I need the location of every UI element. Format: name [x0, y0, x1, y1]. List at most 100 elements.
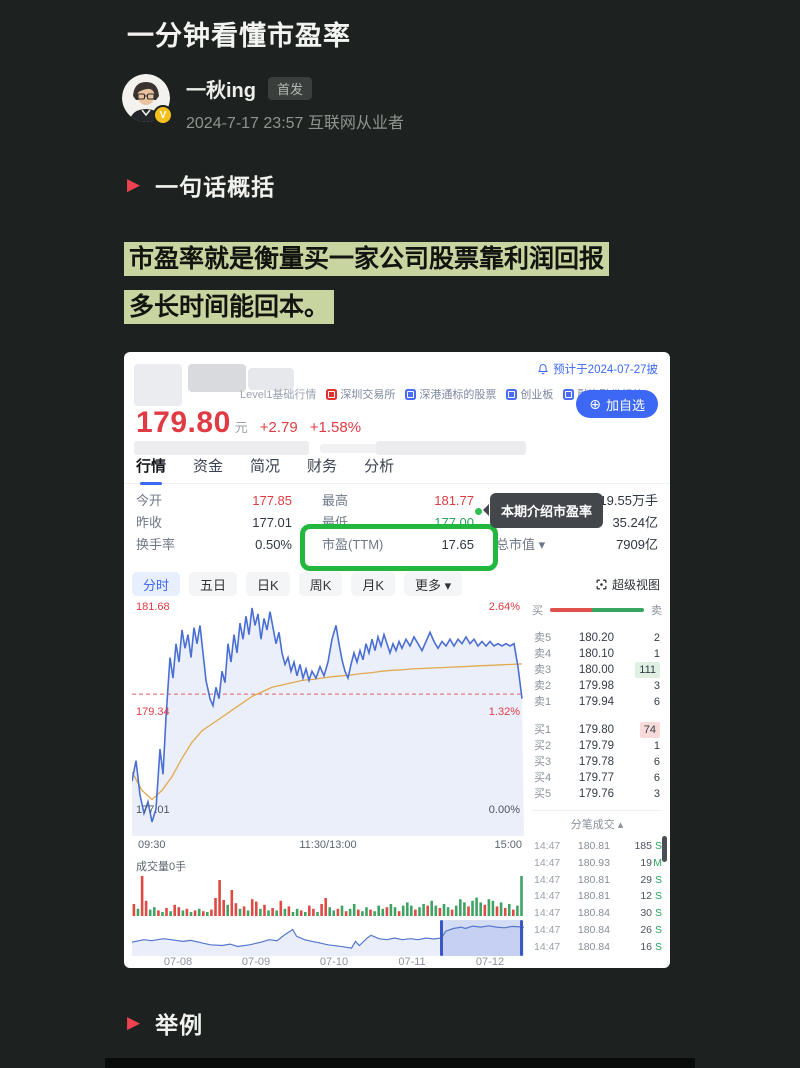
order-book-row[interactable]: 买3 179.78 6 [532, 754, 662, 770]
order-book-row[interactable]: 卖2 179.98 3 [532, 678, 662, 694]
author-meta: 2024-7-17 23:57 互联网从业者 [186, 115, 404, 132]
pe-tooltip: 本期介绍市盈率 [482, 493, 604, 528]
tick-row: 14:47 180.81 29 S [532, 872, 662, 888]
highlight-summary: 市盈率就是衡量买一家公司股票靠利润回报 多长时间能回本。 [124, 237, 684, 333]
disclosure-notice[interactable]: 预计于2024-07-27披 [537, 361, 658, 377]
order-qty: 1 [653, 648, 660, 660]
chart-tab-周K[interactable]: 周K [298, 572, 343, 596]
order-qty: 1 [653, 740, 660, 752]
stat-cell: 昨收 [136, 515, 163, 530]
chart-tab-更多[interactable]: 更多 ▾ [404, 572, 463, 596]
order-book-row[interactable]: 买5 179.76 3 [532, 786, 662, 802]
range-handle[interactable] [520, 920, 523, 956]
tick-row: 14:47 180.84 16 S [532, 939, 662, 955]
market-tag-label: 深圳交易所 [340, 389, 396, 401]
order-book-row[interactable]: 卖5 180.20 2 [532, 630, 662, 646]
tab-资金[interactable]: 资金 [193, 458, 224, 475]
market-tag: 深港通标的股票 [405, 386, 496, 402]
volume-pane[interactable] [132, 874, 524, 916]
highlight-line: 市盈率就是衡量买一家公司股票靠利润回报 [124, 242, 610, 276]
order-qty: 3 [653, 680, 660, 692]
current-price: 179.80 [136, 406, 231, 439]
tick-side: S [654, 873, 662, 886]
section-triangle-icon: ▶ [127, 1013, 141, 1032]
order-book-row[interactable]: 卖4 180.10 1 [532, 646, 662, 662]
order-book-row[interactable]: 卖3 180.00 111 [532, 662, 662, 678]
market-tag-label: 深港通标的股票 [419, 389, 497, 401]
order-level-label: 买1 [534, 724, 552, 736]
order-level-label: 卖5 [534, 632, 552, 644]
tick-qty: 16 [640, 940, 652, 953]
exchange-tag-icon [506, 388, 518, 400]
tick-list-header[interactable]: 分笔成交 ▴ [570, 819, 624, 831]
exchange-tag-icon [326, 388, 338, 400]
date-range-mini-chart[interactable] [131, 920, 525, 956]
date-axis: 07-08 07-09 07-10 07-11 07-12 [132, 956, 524, 970]
quote-level-label: Level1基础行情 [240, 389, 317, 401]
market-tag: 深圳交易所 [326, 386, 395, 402]
tick-row: 14:47 180.84 26 S [532, 922, 662, 938]
author-name[interactable]: 一秋ing [186, 80, 256, 102]
order-price: 179.78 [578, 756, 614, 768]
tick-row: 14:47 180.84 30 S [532, 905, 662, 921]
order-level-label: 买3 [534, 756, 552, 768]
order-qty: 2 [653, 632, 660, 644]
stat-cell: 177.85 [252, 493, 292, 508]
blurred-subinfo [134, 441, 309, 455]
tick-side: S [654, 924, 662, 936]
exchange-tag-icon [405, 388, 417, 400]
intraday-chart[interactable]: 181.68 2.64% 179.34 1.32% 177.01 0.00% [131, 600, 524, 836]
bell-icon [538, 363, 549, 375]
blurred-stock-name [248, 368, 294, 390]
tab-简况[interactable]: 简况 [250, 458, 281, 475]
tick-row: 14:47 180.81 185 S [532, 838, 662, 854]
tooltip-dot-icon [475, 508, 482, 515]
order-level-label: 买4 [534, 772, 552, 784]
chart-tab-五日[interactable]: 五日 [189, 572, 238, 596]
tick-price: 180.93 [577, 856, 610, 869]
scrollbar-thumb[interactable] [662, 836, 667, 862]
tick-side: S [654, 907, 662, 920]
stat-cell: 19.55万手 [599, 493, 658, 508]
y-label-low: 177.01 [136, 804, 170, 816]
date-label: 07-09 [241, 956, 271, 968]
tick-time: 14:47 [534, 907, 561, 920]
verified-badge-icon: V [153, 105, 173, 125]
disclosure-notice-text: 预计于2024-07-27披 [553, 364, 658, 376]
avatar[interactable]: V [122, 74, 173, 125]
order-price: 179.80 [578, 724, 614, 736]
author-row: V 一秋ing 首发 2024-7-17 23:57 互联网从业者 [122, 74, 404, 133]
tab-行情[interactable]: 行情 [136, 454, 166, 485]
order-price: 179.77 [578, 772, 614, 784]
chart-tab-分时[interactable]: 分时 [132, 572, 181, 596]
chart-tab-日K[interactable]: 日K [246, 572, 290, 596]
order-book-row[interactable]: 买4 179.77 6 [532, 770, 662, 786]
order-book-row[interactable]: 买1 179.80 74 [532, 722, 662, 738]
order-price: 180.20 [578, 632, 614, 644]
add-watchlist-button[interactable]: ⊕ 加自选 [576, 390, 658, 418]
buy-label: 买 [532, 605, 543, 617]
super-view-label: 超级视图 [611, 578, 660, 592]
stat-cell: 17.65 [441, 537, 474, 552]
order-book-row[interactable]: 卖1 179.94 6 [532, 694, 662, 710]
date-label: 07-11 [398, 956, 426, 968]
tick-time: 14:47 [534, 924, 561, 936]
time-mid: 11:30/13:00 [299, 839, 357, 851]
chart-tab-月K[interactable]: 月K [351, 572, 396, 596]
add-watchlist-label: 加自选 [605, 397, 645, 413]
order-book-row[interactable]: 买2 179.79 1 [532, 738, 662, 754]
range-handle[interactable] [440, 920, 443, 956]
stat-cell: 总市值 ▾ [496, 537, 546, 552]
tick-side: S [654, 840, 662, 852]
order-price: 179.79 [578, 740, 614, 752]
section-example-title: 举例 [155, 1012, 204, 1038]
stat-cell: 177.01 [252, 515, 292, 530]
tab-分析[interactable]: 分析 [364, 458, 395, 475]
order-qty: 74 [639, 722, 660, 738]
y-label-pct-low: 0.00% [488, 804, 520, 816]
super-view-button[interactable]: 超级视图 [595, 576, 660, 593]
y-label-pct-mid: 1.32% [488, 706, 520, 718]
tab-财务[interactable]: 财务 [307, 458, 338, 475]
tick-row: 14:47 180.81 12 S [532, 888, 662, 904]
order-level-label: 卖3 [534, 664, 552, 676]
